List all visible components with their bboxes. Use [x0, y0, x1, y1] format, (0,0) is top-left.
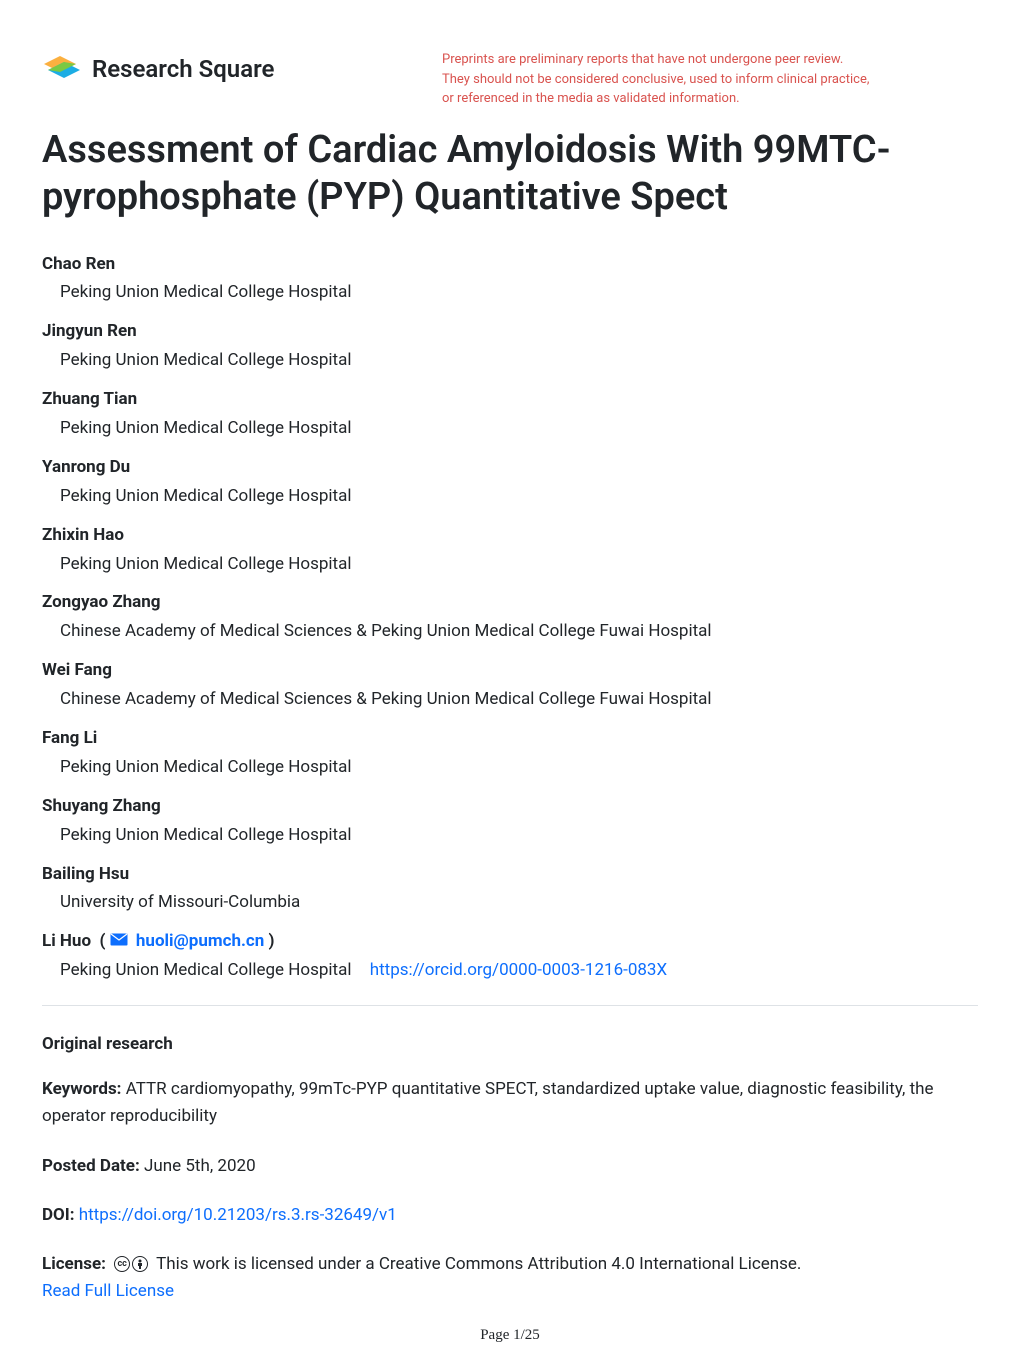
author-name: Bailing Hsu — [42, 860, 978, 889]
author-affiliation: Chinese Academy of Medical Sciences & Pe… — [42, 617, 978, 646]
author-name: Fang Li — [42, 724, 978, 753]
license-label: License: — [42, 1254, 106, 1274]
author-name: Wei Fang — [42, 656, 978, 685]
article-type: Original research — [42, 1034, 978, 1054]
author-name: Zhuang Tian — [42, 385, 978, 414]
author-affiliation: University of Missouri-Columbia — [42, 888, 978, 917]
author-affiliation: Peking Union Medical College Hospital — [42, 346, 978, 375]
email-icon — [110, 927, 128, 956]
author-block: Yanrong Du Peking Union Medical College … — [42, 453, 978, 511]
author-affiliation: Peking Union Medical College Hospital — [42, 482, 978, 511]
author-name: Shuyang Zhang — [42, 792, 978, 821]
preprint-disclaimer: Preprints are preliminary reports that h… — [422, 50, 978, 109]
corresponding-email-link[interactable]: huoli@pumch.cn — [136, 931, 264, 951]
page-header: Research Square Preprints are preliminar… — [42, 50, 978, 109]
license-row: License: cc This work is licensed under … — [42, 1251, 978, 1305]
section-divider — [42, 1005, 978, 1006]
author-name: Jingyun Ren — [42, 317, 978, 346]
author-block: Wei Fang Chinese Academy of Medical Scie… — [42, 656, 978, 714]
corresponding-author-block: Li Huo ( huoli@pumch.cn ) Peking Union M… — [42, 927, 978, 985]
keywords-row: Keywords: ATTR cardiomyopathy, 99mTc-PYP… — [42, 1076, 978, 1130]
posted-date-label: Posted Date: — [42, 1156, 140, 1176]
author-affiliation: Peking Union Medical College Hospital — [42, 414, 978, 443]
author-affiliation: Peking Union Medical College Hospital — [42, 821, 978, 850]
page-footer: Page 1/25 — [42, 1327, 978, 1344]
author-block: Zhuang Tian Peking Union Medical College… — [42, 385, 978, 443]
authors-list: Chao Ren Peking Union Medical College Ho… — [42, 250, 978, 986]
author-block: Fang Li Peking Union Medical College Hos… — [42, 724, 978, 782]
orcid-link[interactable]: https://orcid.org/0000-0003-1216-083X — [370, 960, 667, 980]
research-square-logo-icon — [42, 50, 82, 88]
cc-license-icons: cc — [114, 1256, 148, 1272]
author-block: Jingyun Ren Peking Union Medical College… — [42, 317, 978, 375]
author-name: Zongyao Zhang — [42, 588, 978, 617]
logo-text: Research Square — [92, 55, 274, 83]
corresponding-affiliation: Peking Union Medical College Hospital ht… — [42, 956, 978, 985]
author-name: Chao Ren — [42, 250, 978, 279]
posted-date-row: Posted Date: June 5th, 2020 — [42, 1153, 978, 1180]
read-full-license-link[interactable]: Read Full License — [42, 1281, 174, 1301]
posted-date-value: June 5th, 2020 — [144, 1156, 256, 1176]
keywords-text: ATTR cardiomyopathy, 99mTc-PYP quantitat… — [42, 1079, 934, 1126]
doi-link[interactable]: https://doi.org/10.21203/rs.3.rs-32649/v… — [79, 1205, 397, 1225]
author-affiliation: Peking Union Medical College Hospital — [42, 278, 978, 307]
author-affiliation: Chinese Academy of Medical Sciences & Pe… — [42, 685, 978, 714]
author-block: Chao Ren Peking Union Medical College Ho… — [42, 250, 978, 308]
cc-icon: cc — [114, 1256, 130, 1272]
article-title: Assessment of Cardiac Amyloidosis With 9… — [42, 127, 978, 222]
corresponding-author-name: Li Huo ( huoli@pumch.cn ) — [42, 927, 978, 956]
author-affiliation: Peking Union Medical College Hospital — [42, 753, 978, 782]
doi-label: DOI: — [42, 1205, 75, 1225]
doi-row: DOI: https://doi.org/10.21203/rs.3.rs-32… — [42, 1202, 978, 1229]
author-block: Zhixin Hao Peking Union Medical College … — [42, 521, 978, 579]
logo-area: Research Square — [42, 50, 422, 88]
license-text: This work is licensed under a Creative C… — [156, 1254, 801, 1274]
author-affiliation: Peking Union Medical College Hospital — [42, 550, 978, 579]
author-block: Zongyao Zhang Chinese Academy of Medical… — [42, 588, 978, 646]
author-block: Bailing Hsu University of Missouri-Colum… — [42, 860, 978, 918]
author-name: Yanrong Du — [42, 453, 978, 482]
author-name: Zhixin Hao — [42, 521, 978, 550]
author-block: Shuyang Zhang Peking Union Medical Colle… — [42, 792, 978, 850]
by-icon — [132, 1256, 148, 1272]
keywords-label: Keywords: — [42, 1079, 121, 1099]
